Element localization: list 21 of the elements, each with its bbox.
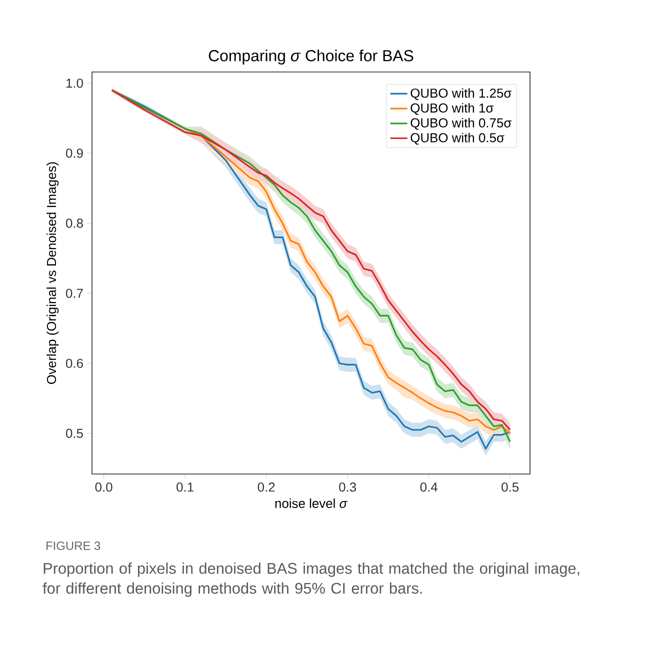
y-tick-label: 1.0: [66, 78, 83, 88]
legend-label: QUBO with 1.25σ: [410, 88, 512, 100]
legend-label: QUBO with 0.5σ: [410, 132, 504, 145]
x-tick-label: 0.1: [176, 482, 194, 492]
x-tick-label: 0.4: [420, 482, 438, 492]
legend-label: QUBO with 1σ: [410, 103, 494, 115]
y-tick-label: 0.5: [66, 428, 83, 438]
y-tick-label: 0.9: [66, 148, 83, 158]
x-tick-label: 0.0: [95, 482, 112, 492]
caption: FIGURE 3: [46, 542, 100, 550]
y-axis-title: Overlap (Original vs Denoised Images): [46, 162, 59, 384]
legend-label: QUBO with 0.75σ: [410, 118, 512, 130]
x-tick-label: 0.2: [258, 482, 275, 492]
y-tick-label: 0.7: [66, 288, 83, 298]
y-tick-label: 0.6: [66, 358, 83, 368]
x-tick-label: 0.5: [502, 482, 519, 492]
chart-title: Comparing σ Choice for BAS: [208, 50, 414, 64]
x-tick-label: 0.3: [339, 482, 356, 492]
x-axis-title: noise level σ: [275, 498, 348, 508]
text: Proportion of pixels in denoised BAS images that matched the original image, for different denoising methods with 95% CI error bars.: [42, 562, 580, 597]
y-tick-label: 0.8: [66, 218, 83, 228]
